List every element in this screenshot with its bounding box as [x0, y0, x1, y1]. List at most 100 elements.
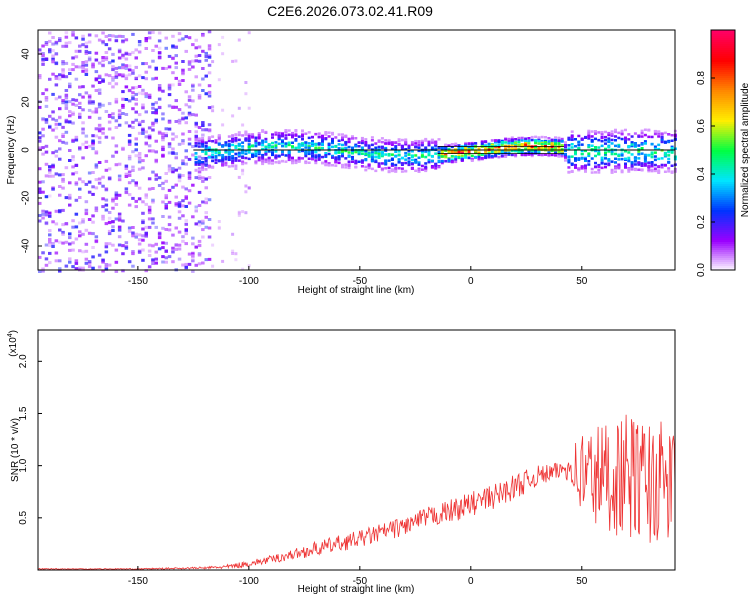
- spectrogram-cell: [44, 98, 49, 102]
- spectrogram-cell: [131, 120, 135, 124]
- spectrogram-cell: [650, 168, 654, 172]
- spectrogram-cell: [617, 165, 621, 169]
- spectrogram-cell: [447, 144, 451, 147]
- spectrogram-cell: [564, 141, 567, 144]
- spectrogram-cell: [504, 138, 508, 141]
- spectrogram-cell: [331, 133, 334, 136]
- spectrogram-cell: [171, 167, 175, 171]
- colorbar-cell: [711, 108, 735, 111]
- spectrogram-cell: [177, 179, 182, 183]
- spectrogram-cell: [580, 165, 584, 168]
- spectrogram-cell: [107, 115, 112, 118]
- spectrogram-cell: [161, 112, 165, 116]
- spectrogram-cell: [567, 166, 571, 169]
- spectrogram-cell: [637, 148, 641, 151]
- spectrogram-cell: [430, 138, 434, 142]
- spectrogram-cell: [327, 152, 331, 156]
- spectrogram-cell: [161, 136, 165, 139]
- spectrogram-cell: [341, 147, 344, 150]
- spectrogram-cell: [144, 70, 148, 74]
- spectrogram-cell: [207, 218, 212, 221]
- spectrogram-cell: [151, 244, 155, 248]
- spectrogram-cell: [61, 99, 65, 103]
- spectrogram-cell: [224, 156, 228, 159]
- spectrogram-cell: [111, 78, 115, 82]
- spectrogram-cell: [104, 43, 109, 47]
- spectrogram-cell: [154, 250, 158, 254]
- spectrogram-cell: [410, 143, 414, 146]
- colorbar-cell: [711, 122, 735, 125]
- spectrogram-cell: [291, 134, 294, 137]
- spectrogram-cell: [137, 186, 142, 190]
- spectrogram-cell: [560, 150, 564, 153]
- spectrogram-cell: [547, 153, 551, 157]
- spectrogram-cell: [564, 152, 567, 156]
- spectrogram-cell: [174, 45, 178, 49]
- spectrogram-cell: [181, 235, 185, 239]
- spectrogram-cell: [44, 150, 49, 154]
- spectrogram-cell: [64, 96, 69, 100]
- spectrogram-cell: [91, 62, 95, 66]
- spectrogram-cell: [68, 232, 72, 236]
- spectrogram-cell: [291, 158, 294, 161]
- spectrogram-cell: [68, 110, 72, 114]
- spectrogram-cell: [197, 142, 201, 145]
- spectrogram-cell: [137, 85, 142, 88]
- spectrogram-cell: [114, 126, 119, 129]
- spectrogram-cell: [177, 166, 182, 170]
- spectrogram-cell: [194, 163, 198, 166]
- spectrogram-cell: [643, 153, 647, 157]
- spectrogram-cell: [124, 175, 129, 178]
- spectrogram-cell: [127, 154, 132, 158]
- spectrogram-cell: [121, 146, 125, 150]
- spectrogram-cell: [141, 227, 145, 231]
- spectrogram-cell: [354, 145, 358, 148]
- spectrogram-cell: [274, 144, 278, 147]
- spectrogram-cell: [154, 225, 158, 229]
- spectrogram-cell: [68, 257, 72, 261]
- spectrogram-cell: [224, 163, 228, 167]
- figure-title: C2E6.2026.073.02.41.R09: [267, 3, 433, 19]
- spectrogram-cell: [61, 232, 65, 236]
- spectrogram-cell: [68, 196, 72, 200]
- spectrogram-cell: [444, 149, 448, 152]
- spectrogram-cell: [74, 259, 79, 263]
- spectrogram-cell: [141, 88, 145, 92]
- spectrogram-cell: [121, 40, 125, 44]
- spectrogram-cell: [131, 126, 135, 129]
- spectrogram-cell: [84, 249, 89, 253]
- spectrogram-cell: [291, 161, 294, 165]
- spectrogram-cell: [417, 146, 421, 149]
- spectrogram-cell: [61, 44, 65, 48]
- spectrogram-cell: [48, 233, 52, 237]
- spectrogram-cell: [141, 127, 145, 131]
- spectrogram-cell: [560, 139, 564, 143]
- spectrogram-cell: [58, 122, 62, 126]
- snr-x-tick-label: -100: [239, 576, 259, 587]
- spectrogram-cell: [291, 131, 294, 135]
- spectrogram-cell: [84, 63, 89, 67]
- colorbar-cell: [711, 182, 735, 185]
- spectrogram-cell: [181, 239, 185, 243]
- spectrogram-cell: [127, 99, 132, 103]
- spectrogram-cell: [647, 165, 651, 168]
- spectrogram-cell: [234, 136, 238, 140]
- colorbar-cell: [711, 258, 735, 261]
- spectrogram-cell: [137, 197, 142, 201]
- spectrogram-cell: [124, 64, 129, 68]
- colorbar-cell: [711, 208, 735, 211]
- snr-x-tick-label: -150: [128, 576, 148, 587]
- spectrogram-cell: [607, 144, 611, 148]
- spectrogram-cell: [370, 151, 374, 154]
- spectrogram-cell: [537, 136, 541, 139]
- spectrogram-cell: [107, 74, 112, 78]
- spectrogram-cell: [117, 116, 122, 120]
- spectrogram-cell: [663, 141, 667, 144]
- colorbar-cell: [711, 244, 735, 247]
- spectrogram-cell: [247, 31, 251, 35]
- spectrogram-cell: [277, 154, 281, 158]
- spectrogram-cell: [177, 121, 182, 125]
- spectrogram-cell: [497, 155, 501, 159]
- spectrogram-cell: [420, 164, 424, 168]
- spectrogram-cell: [61, 241, 65, 245]
